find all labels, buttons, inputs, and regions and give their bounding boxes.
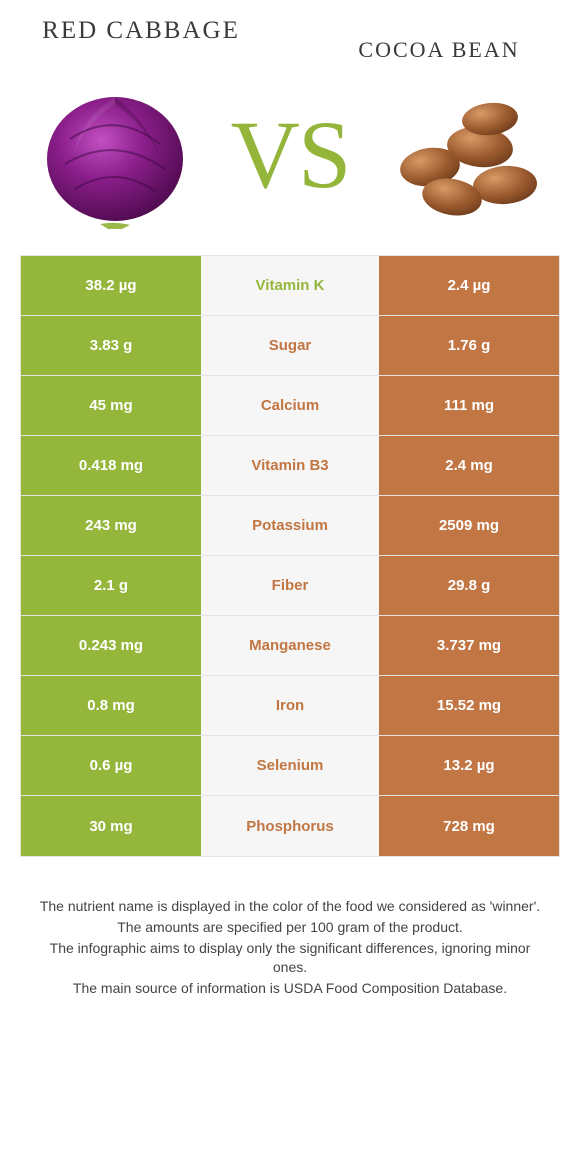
table-row: 3.83 gSugar1.76 g bbox=[21, 316, 559, 376]
table-row: 243 mgPotassium2509 mg bbox=[21, 496, 559, 556]
right-value: 728 mg bbox=[379, 796, 559, 856]
table-row: 0.243 mgManganese3.737 mg bbox=[21, 616, 559, 676]
right-value: 2.4 mg bbox=[379, 436, 559, 495]
left-food-title: RED CABBAGE bbox=[26, 18, 256, 44]
table-row: 30 mgPhosphorus728 mg bbox=[21, 796, 559, 856]
nutrient-label: Calcium bbox=[201, 376, 379, 435]
left-value: 0.418 mg bbox=[21, 436, 201, 495]
right-food-image bbox=[380, 79, 550, 229]
hero-row: VS bbox=[20, 61, 560, 255]
left-value: 0.243 mg bbox=[21, 616, 201, 675]
title-row: RED CABBAGE COCOA BEAN bbox=[20, 18, 560, 61]
left-value: 45 mg bbox=[21, 376, 201, 435]
footer-line: The infographic aims to display only the… bbox=[34, 939, 546, 977]
left-value: 0.6 µg bbox=[21, 736, 201, 795]
footer-line: The amounts are specified per 100 gram o… bbox=[34, 918, 546, 937]
table-row: 0.418 mgVitamin B32.4 mg bbox=[21, 436, 559, 496]
table-row: 0.8 mgIron15.52 mg bbox=[21, 676, 559, 736]
table-row: 0.6 µgSelenium13.2 µg bbox=[21, 736, 559, 796]
footer-notes: The nutrient name is displayed in the co… bbox=[20, 897, 560, 999]
nutrient-label: Potassium bbox=[201, 496, 379, 555]
right-value: 2.4 µg bbox=[379, 256, 559, 315]
nutrient-label: Vitamin B3 bbox=[201, 436, 379, 495]
nutrient-label: Vitamin K bbox=[201, 256, 379, 315]
left-food-image bbox=[30, 79, 200, 229]
table-row: 38.2 µgVitamin K2.4 µg bbox=[21, 256, 559, 316]
nutrient-label: Phosphorus bbox=[201, 796, 379, 856]
left-value: 3.83 g bbox=[21, 316, 201, 375]
right-value: 13.2 µg bbox=[379, 736, 559, 795]
right-food-title: COCOA BEAN bbox=[324, 38, 554, 61]
left-value: 243 mg bbox=[21, 496, 201, 555]
right-value: 1.76 g bbox=[379, 316, 559, 375]
nutrient-label: Sugar bbox=[201, 316, 379, 375]
table-row: 45 mgCalcium111 mg bbox=[21, 376, 559, 436]
right-value: 3.737 mg bbox=[379, 616, 559, 675]
left-value: 2.1 g bbox=[21, 556, 201, 615]
right-value: 111 mg bbox=[379, 376, 559, 435]
right-value: 2509 mg bbox=[379, 496, 559, 555]
right-value: 29.8 g bbox=[379, 556, 559, 615]
nutrient-label: Selenium bbox=[201, 736, 379, 795]
left-value: 30 mg bbox=[21, 796, 201, 856]
left-value: 0.8 mg bbox=[21, 676, 201, 735]
comparison-table: 38.2 µgVitamin K2.4 µg3.83 gSugar1.76 g4… bbox=[20, 255, 560, 857]
vs-label: VS bbox=[231, 99, 350, 210]
table-row: 2.1 gFiber29.8 g bbox=[21, 556, 559, 616]
footer-line: The nutrient name is displayed in the co… bbox=[34, 897, 546, 916]
footer-line: The main source of information is USDA F… bbox=[34, 979, 546, 998]
infographic-root: RED CABBAGE COCOA BEAN bbox=[0, 0, 580, 1174]
right-value: 15.52 mg bbox=[379, 676, 559, 735]
nutrient-label: Manganese bbox=[201, 616, 379, 675]
left-value: 38.2 µg bbox=[21, 256, 201, 315]
nutrient-label: Fiber bbox=[201, 556, 379, 615]
nutrient-label: Iron bbox=[201, 676, 379, 735]
